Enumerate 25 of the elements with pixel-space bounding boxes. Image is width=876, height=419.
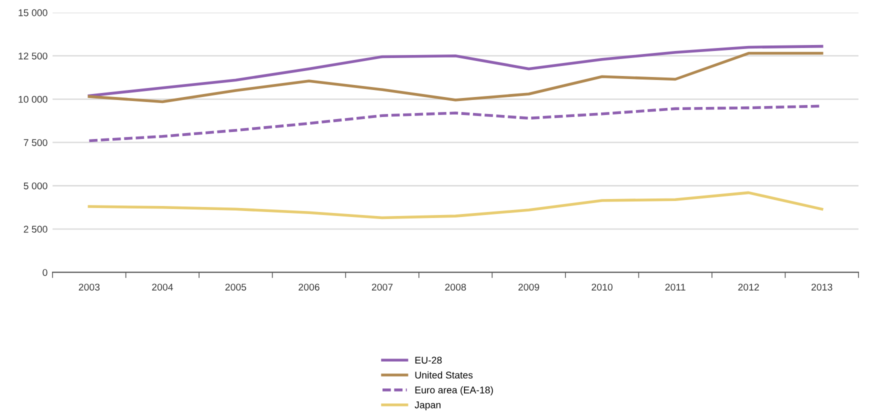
x-tick-label: 2012 <box>738 284 759 291</box>
line-series <box>88 44 824 98</box>
y-tick-label: 12 500 <box>18 52 48 60</box>
x-tick-label: 2009 <box>518 284 540 291</box>
x-tick-label: 2008 <box>445 284 466 291</box>
y-tick-label: 0 <box>42 269 48 276</box>
y-tick-label: 2 500 <box>24 226 48 233</box>
y-tick-label: 5 000 <box>24 182 48 190</box>
x-tick-label: 2003 <box>78 284 100 291</box>
x-tick-label: 2006 <box>298 284 320 291</box>
x-tick-label: 2004 <box>152 284 173 291</box>
line-series <box>88 191 824 220</box>
legend-label: Euro area (EA-18) <box>415 386 493 396</box>
legend-label: United States <box>415 371 473 379</box>
legend-label: EU-28 <box>415 356 442 364</box>
x-tick-label: 2005 <box>225 284 246 291</box>
y-tick-label: 7 500 <box>24 139 48 146</box>
x-tick-label: 2013 <box>812 284 832 291</box>
y-tick-label: 15 000 <box>18 9 48 16</box>
x-tick-label: 2010 <box>592 284 612 291</box>
legend-label: Japan <box>414 402 440 410</box>
y-tick-label: 10 000 <box>18 96 48 103</box>
x-tick-label: 2011 <box>665 284 686 291</box>
line-series <box>88 52 824 104</box>
x-tick-label: 2007 <box>372 284 393 291</box>
